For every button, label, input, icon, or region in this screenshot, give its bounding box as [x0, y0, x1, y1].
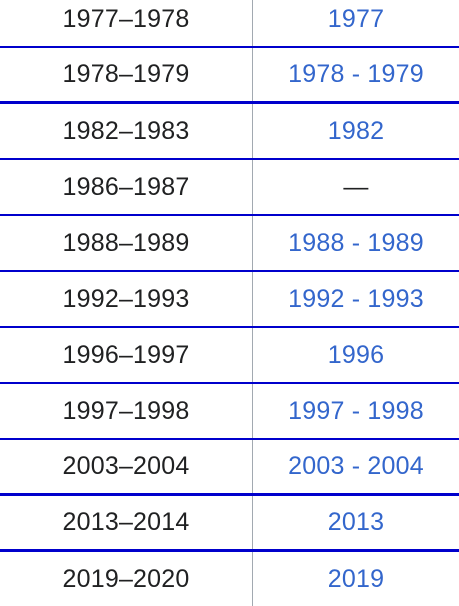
table-row: 1978–1979 1978 - 1979	[0, 48, 459, 104]
table-row: 1992–1993 1992 - 1993	[0, 272, 459, 328]
season-label: 1997–1998	[62, 396, 190, 425]
season-cell: 1977–1978	[0, 0, 253, 46]
table-row: 1982–1983 1982	[0, 104, 459, 160]
table-row: 1988–1989 1988 - 1989	[0, 216, 459, 272]
season-cell: 1992–1993	[0, 272, 253, 326]
season-cell: 1978–1979	[0, 48, 253, 101]
link-cell: —	[253, 160, 459, 214]
link-cell: 1997 - 1998	[253, 384, 459, 438]
no-data-dash: —	[343, 172, 369, 201]
season-link[interactable]: 1992 - 1993	[288, 284, 424, 313]
season-label: 1992–1993	[62, 284, 190, 313]
season-cell: 1988–1989	[0, 216, 253, 270]
season-link[interactable]: 1978 - 1979	[288, 60, 424, 88]
season-label: 2013–2014	[62, 508, 190, 536]
link-cell: 1996	[253, 328, 459, 382]
table-row: 2019–2020 2019	[0, 552, 459, 606]
season-link[interactable]: 1988 - 1989	[288, 228, 424, 257]
season-cell: 1996–1997	[0, 328, 253, 382]
table-row: 1977–1978 1977	[0, 0, 459, 48]
table-row: 2003–2004 2003 - 2004	[0, 440, 459, 496]
link-cell: 2013	[253, 496, 459, 549]
table-row: 1986–1987 —	[0, 160, 459, 216]
season-label: 2003–2004	[62, 452, 190, 480]
link-cell: 2019	[253, 552, 459, 606]
link-cell: 1988 - 1989	[253, 216, 459, 270]
season-cell: 1986–1987	[0, 160, 253, 214]
season-label: 2019–2020	[62, 564, 190, 593]
season-cell: 2003–2004	[0, 440, 253, 493]
season-link[interactable]: 1977	[327, 4, 385, 33]
link-cell: 1978 - 1979	[253, 48, 459, 101]
link-cell: 2003 - 2004	[253, 440, 459, 493]
link-cell: 1992 - 1993	[253, 272, 459, 326]
table-row: 1997–1998 1997 - 1998	[0, 384, 459, 440]
season-label: 1977–1978	[62, 4, 190, 33]
season-link[interactable]: 1982	[327, 116, 385, 145]
season-cell: 1997–1998	[0, 384, 253, 438]
link-cell: 1982	[253, 104, 459, 158]
season-cell: 2013–2014	[0, 496, 253, 549]
season-label: 1986–1987	[62, 172, 190, 201]
season-label: 1988–1989	[62, 228, 190, 257]
season-link[interactable]: 1997 - 1998	[288, 396, 424, 425]
season-link[interactable]: 2003 - 2004	[288, 452, 424, 480]
season-label: 1996–1997	[62, 340, 190, 369]
season-link[interactable]: 2019	[327, 564, 385, 593]
season-cell: 1982–1983	[0, 104, 253, 158]
season-label: 1982–1983	[62, 116, 190, 145]
link-cell: 1977	[253, 0, 459, 46]
season-label: 1978–1979	[62, 60, 190, 88]
season-link[interactable]: 1996	[327, 340, 385, 369]
season-cell: 2019–2020	[0, 552, 253, 606]
season-link[interactable]: 2013	[327, 508, 385, 536]
table-row: 1996–1997 1996	[0, 328, 459, 384]
table-row: 2013–2014 2013	[0, 496, 459, 552]
